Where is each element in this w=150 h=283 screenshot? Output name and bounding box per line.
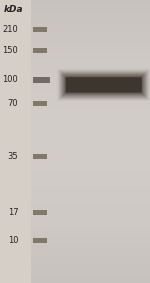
Text: 150: 150 xyxy=(3,46,18,55)
FancyBboxPatch shape xyxy=(66,77,142,93)
FancyBboxPatch shape xyxy=(31,137,150,142)
FancyBboxPatch shape xyxy=(31,85,150,90)
FancyBboxPatch shape xyxy=(31,165,150,170)
FancyBboxPatch shape xyxy=(33,210,47,215)
Text: kDa: kDa xyxy=(4,5,24,14)
FancyBboxPatch shape xyxy=(31,146,150,151)
FancyBboxPatch shape xyxy=(31,23,150,28)
FancyBboxPatch shape xyxy=(31,38,150,42)
FancyBboxPatch shape xyxy=(64,76,143,94)
FancyBboxPatch shape xyxy=(31,0,150,5)
FancyBboxPatch shape xyxy=(31,151,150,156)
FancyBboxPatch shape xyxy=(31,104,150,108)
FancyBboxPatch shape xyxy=(31,189,150,193)
FancyBboxPatch shape xyxy=(31,179,150,184)
FancyBboxPatch shape xyxy=(31,33,150,38)
FancyBboxPatch shape xyxy=(31,231,150,236)
FancyBboxPatch shape xyxy=(31,14,150,19)
FancyBboxPatch shape xyxy=(31,212,150,217)
FancyBboxPatch shape xyxy=(31,94,150,99)
FancyBboxPatch shape xyxy=(31,241,150,245)
FancyBboxPatch shape xyxy=(31,123,150,127)
FancyBboxPatch shape xyxy=(33,77,50,83)
FancyBboxPatch shape xyxy=(31,260,150,264)
Text: 70: 70 xyxy=(8,99,18,108)
FancyBboxPatch shape xyxy=(31,42,150,47)
FancyBboxPatch shape xyxy=(31,255,150,260)
FancyBboxPatch shape xyxy=(31,28,150,33)
FancyBboxPatch shape xyxy=(31,9,150,14)
FancyBboxPatch shape xyxy=(31,184,150,189)
FancyBboxPatch shape xyxy=(63,74,144,95)
FancyBboxPatch shape xyxy=(31,71,150,76)
FancyBboxPatch shape xyxy=(33,238,47,243)
FancyBboxPatch shape xyxy=(33,27,47,32)
FancyBboxPatch shape xyxy=(31,207,150,212)
FancyBboxPatch shape xyxy=(31,278,150,283)
FancyBboxPatch shape xyxy=(31,5,150,9)
FancyBboxPatch shape xyxy=(62,73,146,97)
FancyBboxPatch shape xyxy=(33,101,47,106)
FancyBboxPatch shape xyxy=(33,154,47,159)
FancyBboxPatch shape xyxy=(31,222,150,226)
Text: 210: 210 xyxy=(3,25,18,34)
FancyBboxPatch shape xyxy=(33,48,47,53)
Text: 35: 35 xyxy=(8,152,18,161)
FancyBboxPatch shape xyxy=(31,203,150,207)
FancyBboxPatch shape xyxy=(31,156,150,160)
FancyBboxPatch shape xyxy=(31,198,150,203)
FancyBboxPatch shape xyxy=(31,274,150,278)
FancyBboxPatch shape xyxy=(31,142,150,146)
FancyBboxPatch shape xyxy=(31,66,150,71)
Text: 100: 100 xyxy=(3,75,18,84)
FancyBboxPatch shape xyxy=(31,250,150,255)
Text: 17: 17 xyxy=(8,208,18,217)
FancyBboxPatch shape xyxy=(31,132,150,137)
FancyBboxPatch shape xyxy=(31,99,150,104)
FancyBboxPatch shape xyxy=(31,160,150,165)
FancyBboxPatch shape xyxy=(31,113,150,118)
FancyBboxPatch shape xyxy=(31,90,150,94)
FancyBboxPatch shape xyxy=(31,217,150,222)
FancyBboxPatch shape xyxy=(31,118,150,123)
FancyBboxPatch shape xyxy=(31,76,150,80)
FancyBboxPatch shape xyxy=(31,19,150,23)
FancyBboxPatch shape xyxy=(31,226,150,231)
FancyBboxPatch shape xyxy=(31,108,150,113)
FancyBboxPatch shape xyxy=(31,236,150,241)
FancyBboxPatch shape xyxy=(31,61,150,66)
FancyBboxPatch shape xyxy=(31,52,150,57)
FancyBboxPatch shape xyxy=(61,72,147,98)
Text: 10: 10 xyxy=(8,236,18,245)
FancyBboxPatch shape xyxy=(31,264,150,269)
FancyBboxPatch shape xyxy=(31,47,150,52)
FancyBboxPatch shape xyxy=(31,127,150,132)
FancyBboxPatch shape xyxy=(31,269,150,274)
FancyBboxPatch shape xyxy=(58,70,149,100)
FancyBboxPatch shape xyxy=(31,57,150,61)
FancyBboxPatch shape xyxy=(31,175,150,179)
FancyBboxPatch shape xyxy=(31,193,150,198)
FancyBboxPatch shape xyxy=(65,77,142,93)
FancyBboxPatch shape xyxy=(60,71,148,99)
FancyBboxPatch shape xyxy=(31,245,150,250)
FancyBboxPatch shape xyxy=(31,170,150,175)
FancyBboxPatch shape xyxy=(31,80,150,85)
FancyBboxPatch shape xyxy=(31,0,150,283)
